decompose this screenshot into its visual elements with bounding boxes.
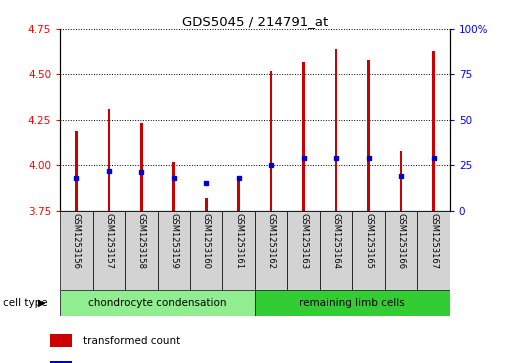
Bar bbox=[125, 211, 157, 290]
Bar bbox=[255, 211, 288, 290]
Text: chondrocyte condensation: chondrocyte condensation bbox=[88, 298, 227, 308]
Bar bbox=[108, 109, 110, 211]
Bar bbox=[157, 211, 190, 290]
Text: GSM1253164: GSM1253164 bbox=[332, 213, 340, 269]
Bar bbox=[93, 211, 125, 290]
Bar bbox=[205, 198, 208, 211]
Bar bbox=[255, 290, 450, 316]
Text: GSM1253157: GSM1253157 bbox=[105, 213, 113, 269]
Bar bbox=[367, 60, 370, 211]
Text: GSM1253158: GSM1253158 bbox=[137, 213, 146, 269]
Bar bbox=[50, 334, 72, 347]
Bar bbox=[400, 151, 402, 211]
Bar bbox=[385, 211, 417, 290]
Title: GDS5045 / 214791_at: GDS5045 / 214791_at bbox=[182, 15, 328, 28]
Text: remaining limb cells: remaining limb cells bbox=[300, 298, 405, 308]
Bar bbox=[353, 211, 385, 290]
Bar bbox=[190, 211, 222, 290]
Bar bbox=[140, 123, 143, 211]
Text: GSM1253162: GSM1253162 bbox=[267, 213, 276, 269]
Bar bbox=[320, 211, 353, 290]
Text: GSM1253159: GSM1253159 bbox=[169, 213, 178, 269]
Bar bbox=[60, 211, 93, 290]
Text: cell type: cell type bbox=[3, 298, 47, 308]
Bar bbox=[417, 211, 450, 290]
Text: GSM1253163: GSM1253163 bbox=[299, 213, 308, 269]
Bar bbox=[302, 62, 305, 211]
Text: GSM1253167: GSM1253167 bbox=[429, 213, 438, 269]
Text: GSM1253156: GSM1253156 bbox=[72, 213, 81, 269]
Bar bbox=[222, 211, 255, 290]
Bar bbox=[288, 211, 320, 290]
Bar bbox=[60, 290, 255, 316]
Bar bbox=[432, 51, 435, 211]
Bar bbox=[335, 49, 337, 211]
Text: ▶: ▶ bbox=[38, 298, 46, 308]
Text: GSM1253160: GSM1253160 bbox=[202, 213, 211, 269]
Bar bbox=[173, 162, 175, 211]
Bar bbox=[75, 131, 78, 211]
Bar bbox=[50, 361, 72, 363]
Text: GSM1253166: GSM1253166 bbox=[396, 213, 405, 269]
Bar bbox=[237, 178, 240, 211]
Text: transformed count: transformed count bbox=[83, 336, 180, 346]
Text: GSM1253165: GSM1253165 bbox=[364, 213, 373, 269]
Text: GSM1253161: GSM1253161 bbox=[234, 213, 243, 269]
Bar bbox=[270, 71, 272, 211]
